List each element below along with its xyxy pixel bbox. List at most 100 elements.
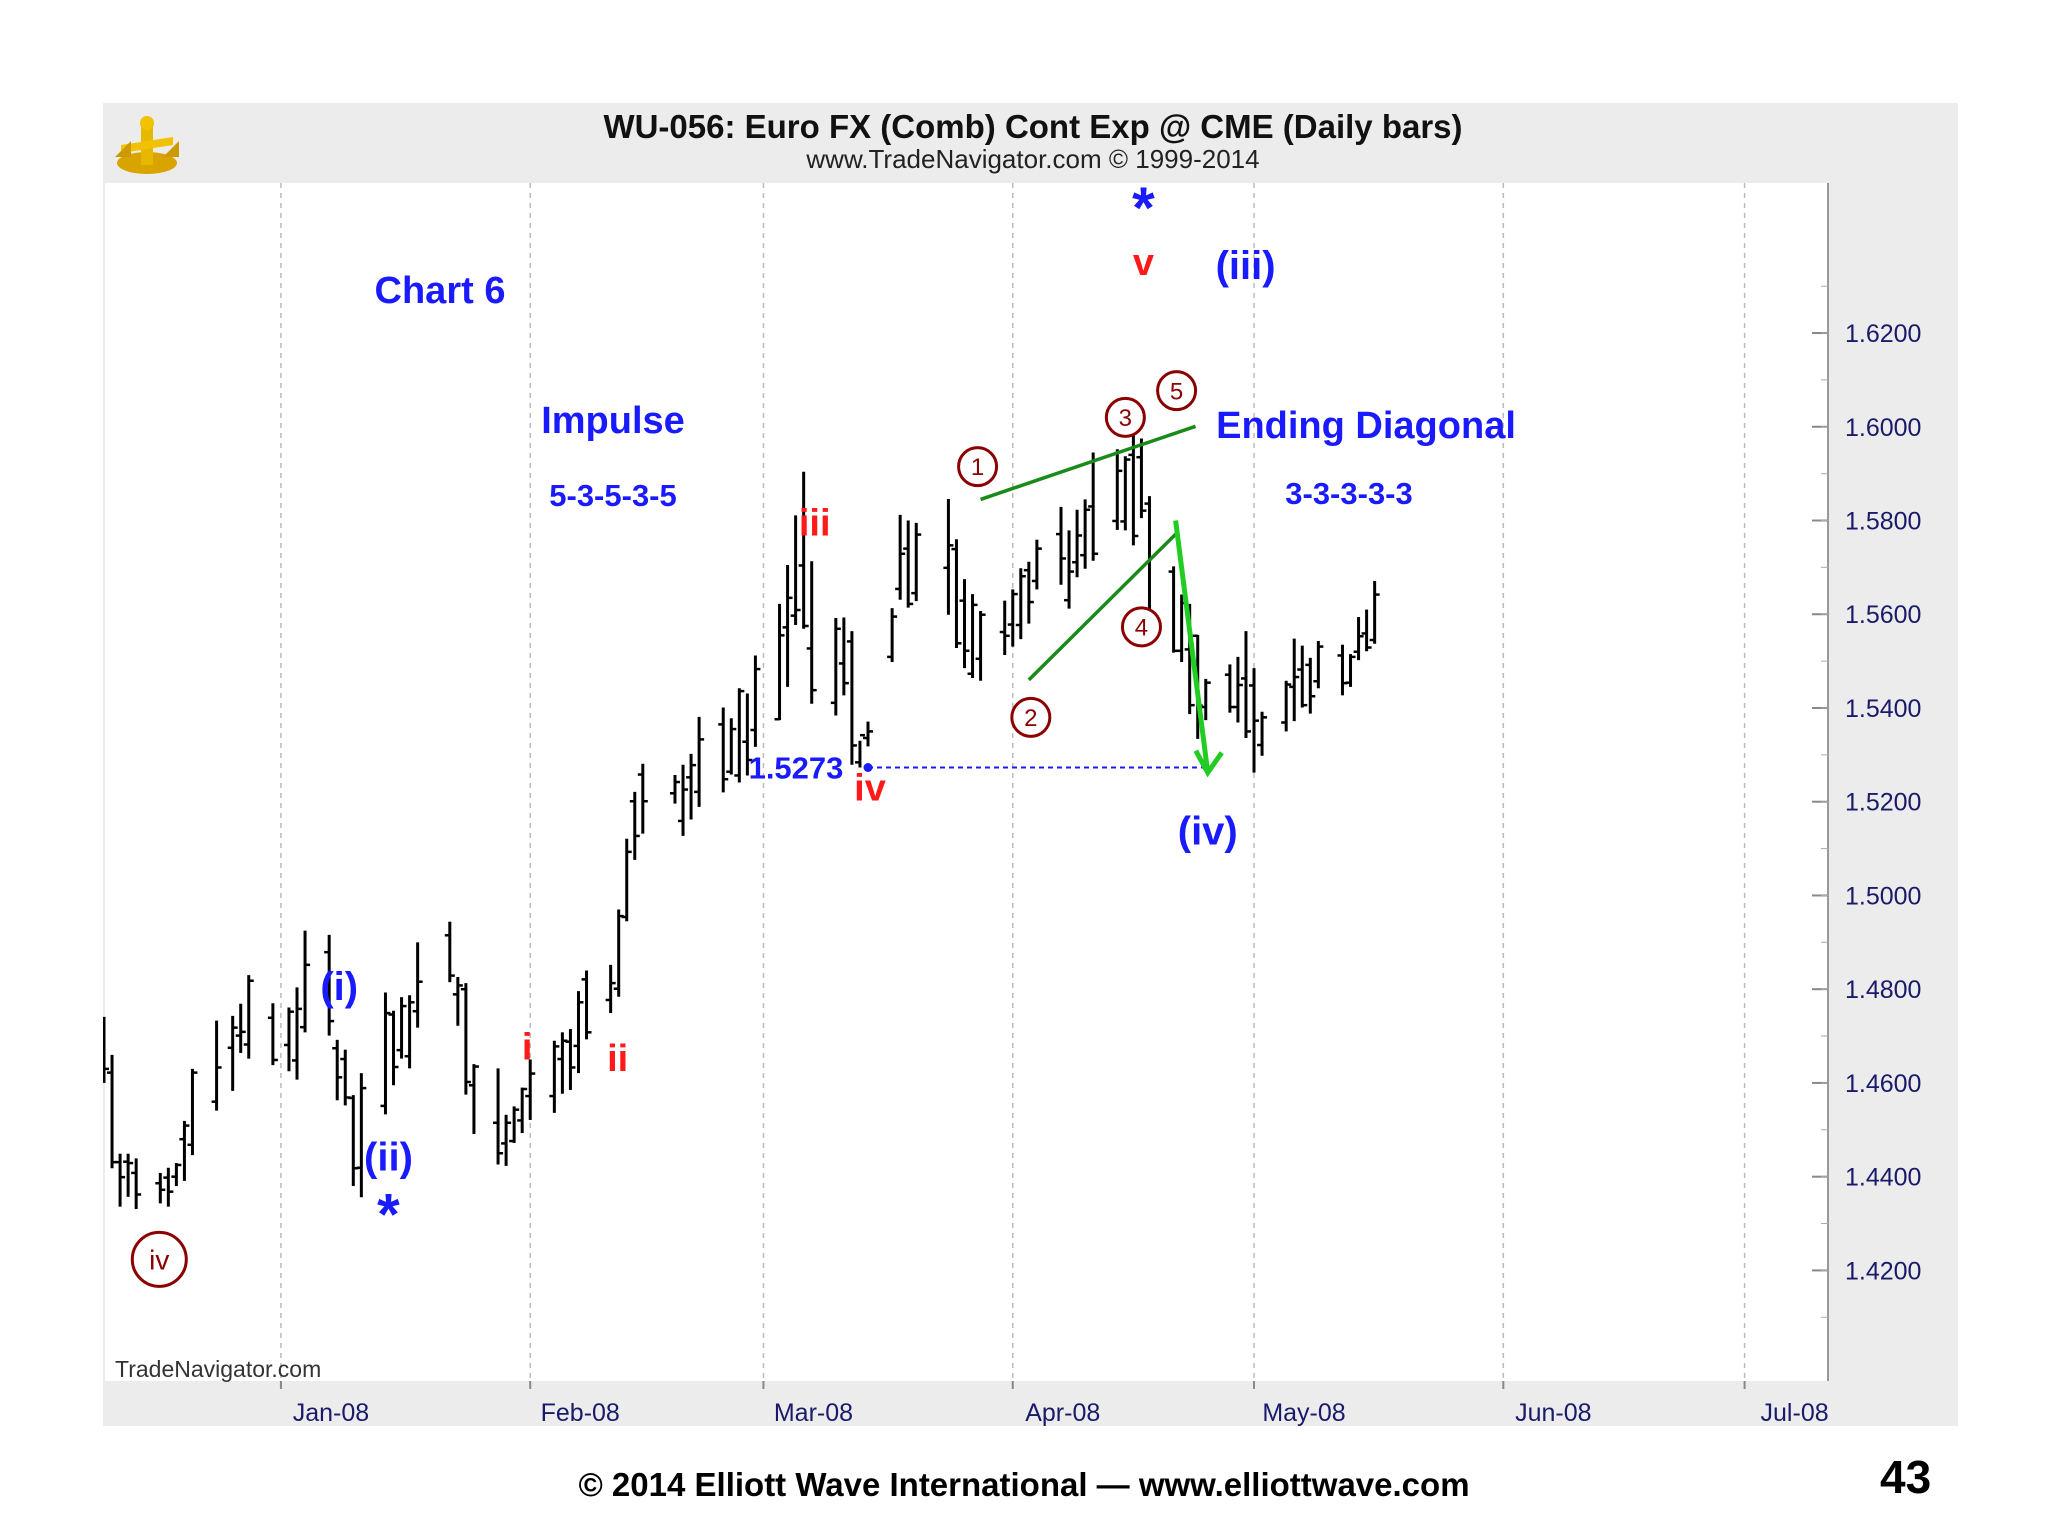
price-bar <box>300 930 311 1033</box>
price-bar <box>846 631 857 765</box>
price-bar <box>951 539 962 648</box>
diagonal-count-label: 3-3-3-3-3 <box>1285 476 1413 511</box>
y-tick-label: 1.4200 <box>1845 1257 1921 1285</box>
price-bar <box>412 942 423 1028</box>
watermark-text: TradeNavigator.com <box>115 1356 321 1382</box>
price-bar <box>621 838 632 922</box>
price-bar <box>1112 449 1123 530</box>
price-bar <box>267 1003 278 1066</box>
price-bar <box>1064 530 1075 609</box>
price-bar <box>1080 499 1091 569</box>
price-bar <box>1031 539 1042 590</box>
x-tick-label: May-08 <box>1262 1399 1345 1426</box>
price-bar <box>324 934 335 1036</box>
price-bar <box>509 1106 520 1143</box>
price-bar <box>1353 617 1364 661</box>
price-bar <box>943 498 954 615</box>
price-bar <box>565 1029 576 1090</box>
price-bar <box>1305 657 1316 714</box>
price-bar <box>1361 609 1372 652</box>
price-bar <box>1369 580 1380 644</box>
trade-navigator-logo-icon <box>115 116 179 174</box>
svg-text:3: 3 <box>1119 405 1132 432</box>
price-bar <box>131 1158 142 1210</box>
svg-text:iv: iv <box>149 1244 169 1275</box>
price-bar <box>1232 656 1243 723</box>
price-bar <box>452 977 463 1026</box>
price-bar <box>887 608 898 663</box>
level-marker <box>863 763 873 773</box>
price-bar <box>1281 680 1292 732</box>
x-tick-label: Feb-08 <box>541 1399 620 1426</box>
price-bars <box>103 431 1380 1210</box>
impulse-label: Impulse <box>541 400 685 442</box>
y-tick-label: 1.4800 <box>1845 976 1921 1004</box>
price-bar <box>517 1087 528 1134</box>
wave-label-iii: (iii) <box>1216 244 1276 288</box>
subwave-label-ii: ii <box>607 1038 628 1080</box>
price-bar <box>1120 456 1131 531</box>
upper-trendline <box>980 424 1197 502</box>
wave-label-ii: (ii) <box>364 1135 413 1179</box>
circled-label-5: 5 <box>1156 370 1198 412</box>
impulse-count-label: 5-3-5-3-5 <box>549 478 677 513</box>
price-bar <box>163 1167 174 1207</box>
circled-label-4: 4 <box>1120 606 1162 648</box>
price-bar <box>404 995 415 1069</box>
price-bar <box>187 1068 198 1156</box>
level-value-label: 1.5273 <box>749 751 844 786</box>
y-tick-label: 1.4400 <box>1845 1164 1921 1192</box>
price-bar <box>806 561 817 704</box>
price-bar <box>388 1010 399 1086</box>
price-bar <box>629 791 640 860</box>
price-bar <box>975 610 986 681</box>
price-bar <box>669 775 680 804</box>
price-bar <box>235 1003 246 1053</box>
price-bar <box>332 1039 343 1101</box>
price-bar <box>774 603 785 721</box>
wave-label-i: (i) <box>320 965 358 1009</box>
price-bar <box>798 471 809 629</box>
price-bar <box>525 1059 536 1120</box>
price-bar <box>179 1120 190 1181</box>
subwave-label-i: i <box>522 1027 533 1069</box>
price-bar <box>460 983 471 1095</box>
price-bar <box>1015 568 1026 640</box>
price-bar <box>782 565 793 687</box>
price-bar <box>468 1064 479 1135</box>
price-bar <box>1056 506 1067 585</box>
price-bar <box>1249 668 1260 773</box>
price-bar <box>356 1073 367 1198</box>
x-tick-label: Jan-08 <box>293 1399 369 1426</box>
price-bar <box>742 693 753 776</box>
price-bar <box>123 1153 134 1197</box>
price-bar <box>1257 711 1268 756</box>
price-bar <box>115 1153 126 1207</box>
page-number: 43 <box>1880 1451 1932 1503</box>
x-tick-label: Jun-08 <box>1515 1399 1591 1426</box>
y-tick-label: 1.5400 <box>1845 695 1921 723</box>
price-bar <box>1240 631 1251 738</box>
svg-text:5: 5 <box>1170 378 1183 405</box>
price-bar <box>959 579 970 669</box>
price-bar <box>1023 561 1034 624</box>
down-arrow-icon <box>1173 520 1224 778</box>
price-bar <box>581 970 592 1040</box>
ending-diagonal-label: Ending Diagonal <box>1216 405 1516 447</box>
price-bar <box>103 1016 109 1083</box>
price-bar <box>211 1020 222 1111</box>
price-bar <box>911 522 922 602</box>
subwave-label-v: v <box>1133 242 1154 284</box>
chart-subtitle: www.TradeNavigator.com © 1999-2014 <box>805 144 1259 174</box>
price-bar <box>726 718 737 775</box>
price-bar <box>750 655 761 747</box>
price-bar <box>501 1114 512 1166</box>
subwave-label-iii: iii <box>799 502 831 544</box>
wave-label-iv: (iv) <box>1178 810 1238 854</box>
price-bar <box>854 733 865 768</box>
price-bar <box>1007 589 1018 647</box>
price-bar <box>999 600 1010 656</box>
price-bar <box>493 1068 504 1165</box>
price-bar <box>243 975 254 1059</box>
x-tick-label: Jul-08 <box>1761 1399 1829 1426</box>
